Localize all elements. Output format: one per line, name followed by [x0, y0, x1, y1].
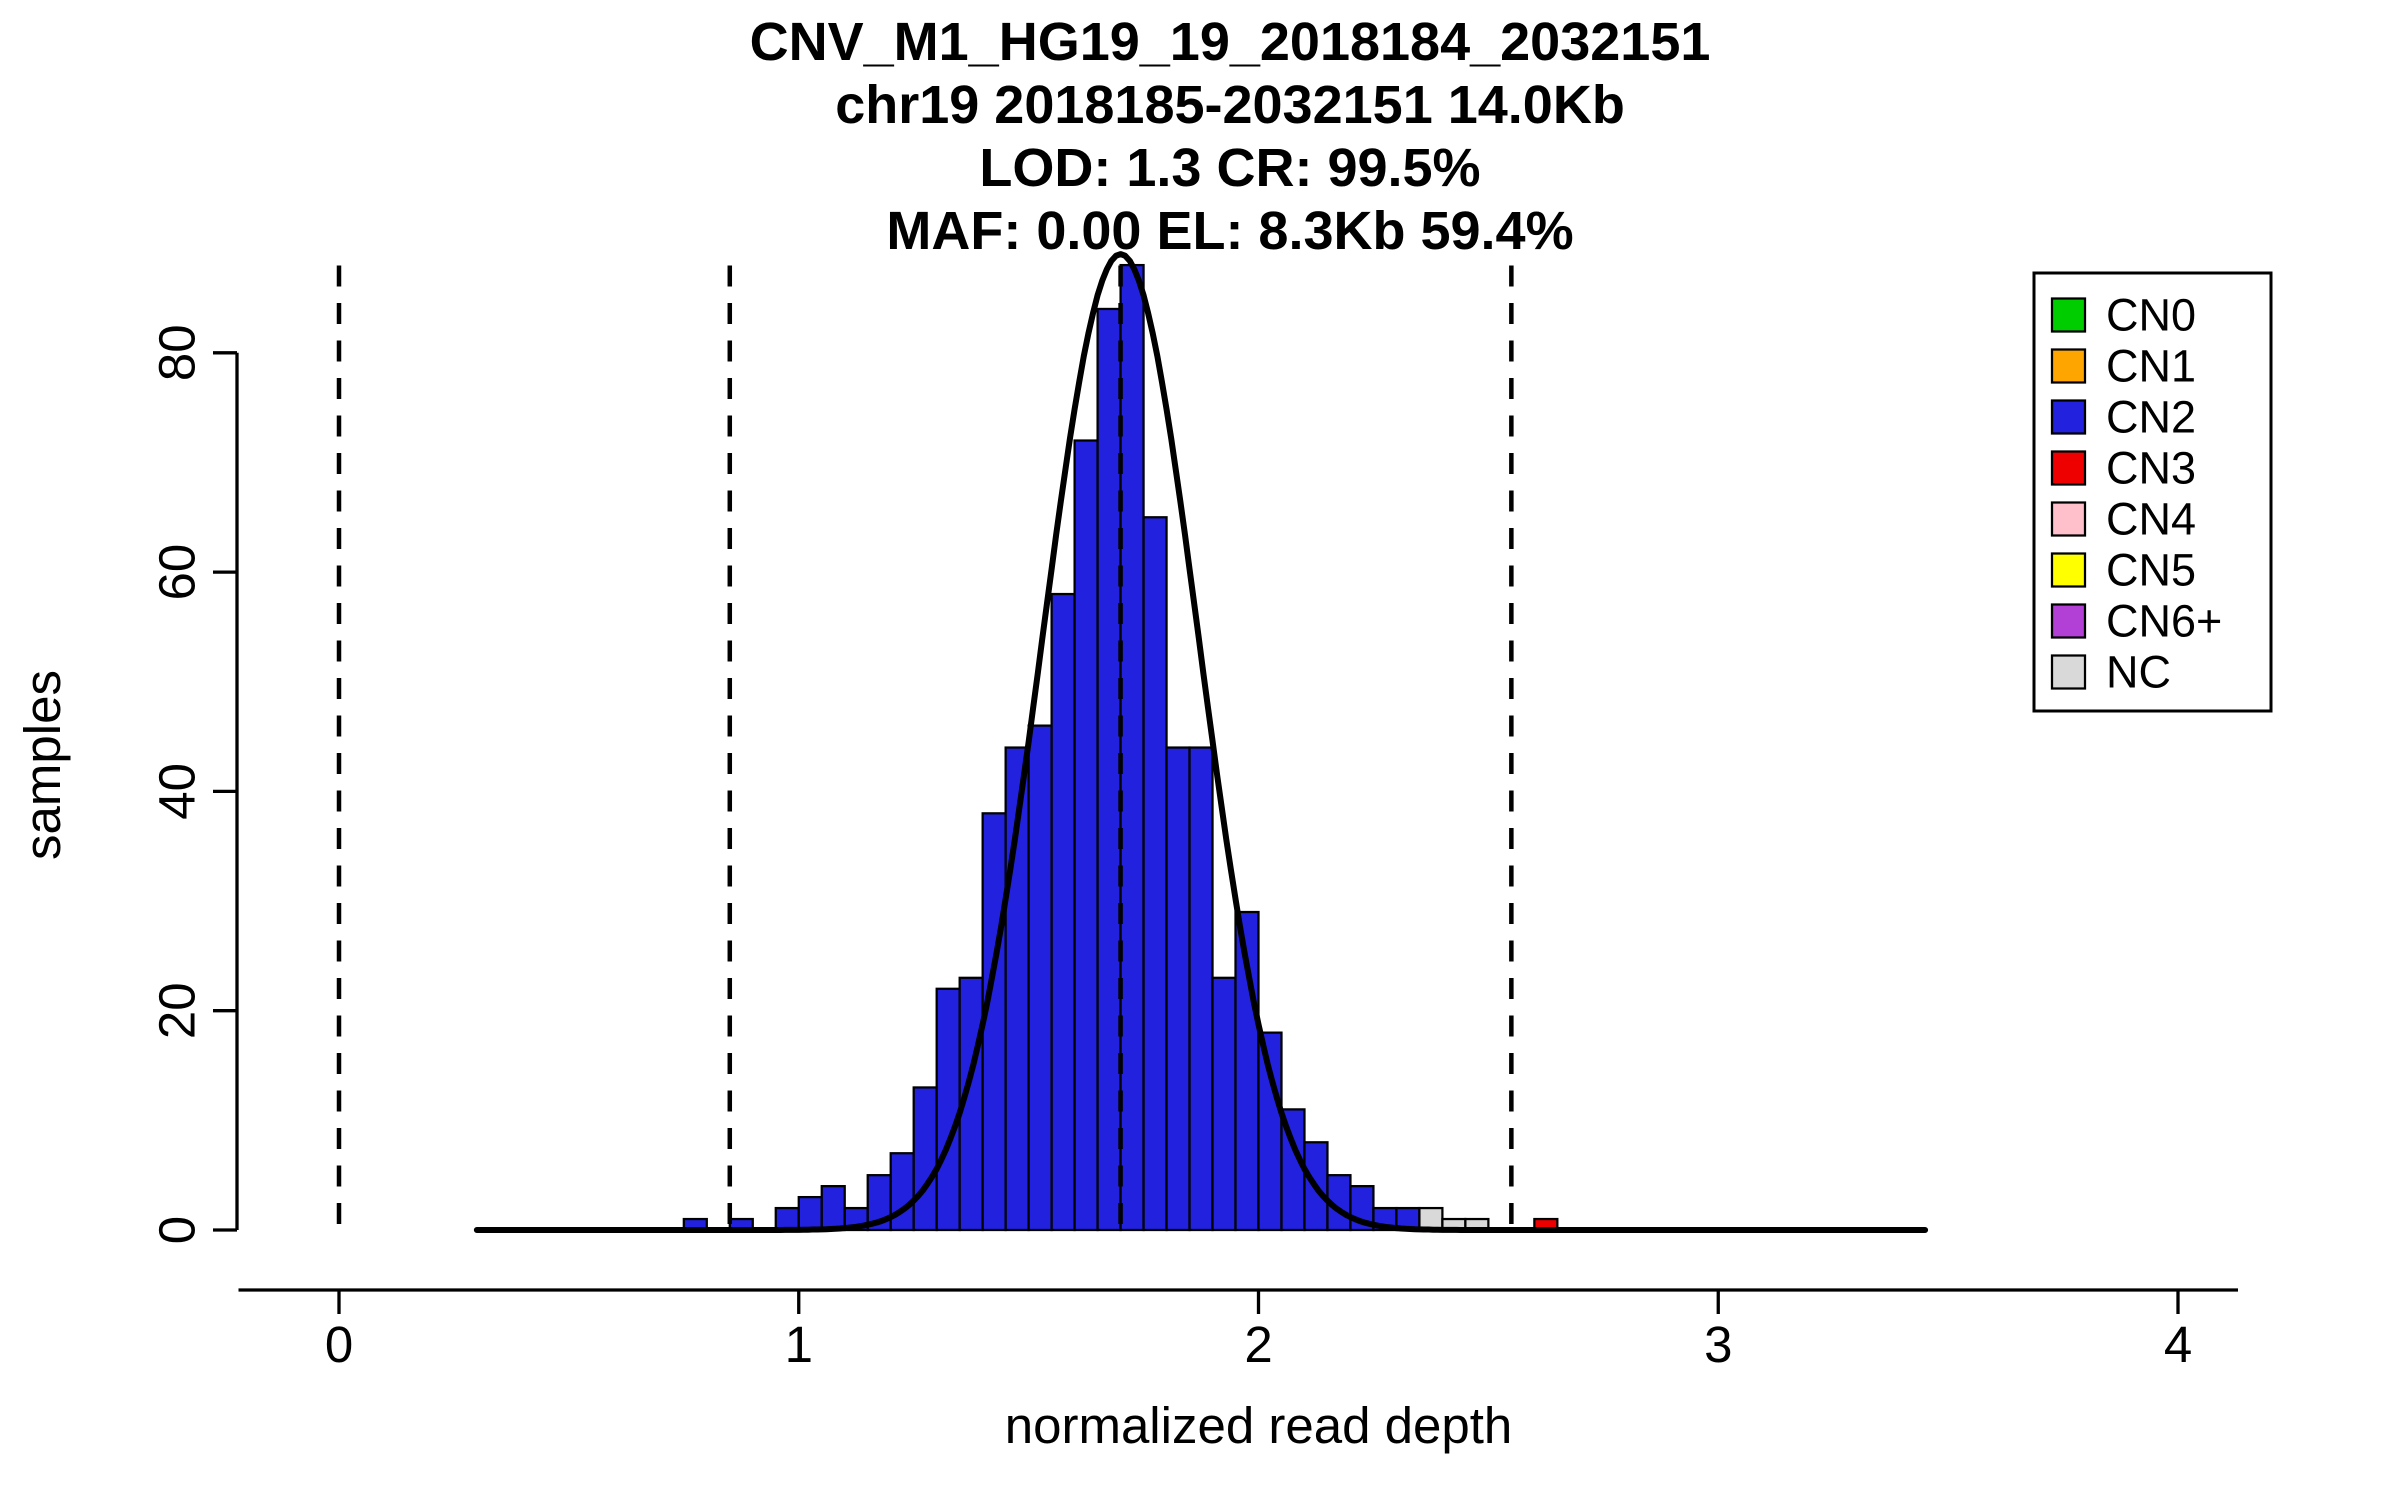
histogram-bar-cn2: [935, 987, 961, 1232]
legend-box: [2032, 271, 2273, 713]
histogram-bar-cn2: [1165, 746, 1191, 1232]
y-tick-label: 80: [149, 324, 206, 381]
legend-label-cn5: CN5: [2106, 545, 2196, 596]
y-tick-label: 60: [149, 544, 206, 601]
title-line-4: MAF: 0.00 EL: 8.3Kb 59.4%: [886, 201, 1573, 261]
y-tick-label: 0: [149, 1216, 206, 1244]
legend-label-cn6plus: CN6+: [2106, 596, 2222, 647]
x-axis-title: normalized read depth: [1005, 1397, 1513, 1454]
chart-title-block: CNV_M1_HG19_19_2018184_2032151 chr19 201…: [750, 12, 1711, 261]
x-tick-label: 3: [1704, 1316, 1732, 1373]
histogram-bar-cn2: [820, 1185, 846, 1232]
histogram-bar-cn2: [1073, 439, 1099, 1232]
histogram-bar-cn2: [1119, 263, 1145, 1232]
legend-label-cn4: CN4: [2106, 494, 2196, 545]
y-tick-label: 20: [149, 982, 206, 1039]
legend-swatch-nc: [2050, 654, 2087, 690]
axes: 0 20 40 60 80 0 1 2 3 4: [149, 324, 2238, 1373]
legend-swatch-cn1: [2050, 348, 2087, 384]
histogram-bar-cn2: [1188, 746, 1214, 1232]
x-tick-label: 0: [325, 1316, 353, 1373]
x-tick-label: 4: [2164, 1316, 2192, 1373]
title-line-3: LOD: 1.3 CR: 99.5%: [979, 138, 1480, 198]
histogram-bar-cn2: [1027, 724, 1053, 1232]
legend-swatch-cn5: [2050, 552, 2087, 588]
legend-swatch-cn2: [2050, 399, 2087, 435]
fit-curve-group: [473, 251, 1929, 1233]
legend-label-cn0: CN0: [2106, 290, 2196, 341]
histogram-bars: [682, 263, 1559, 1232]
legend-swatch-cn6plus: [2050, 603, 2087, 639]
histogram-bar-cn2: [1096, 307, 1122, 1232]
legend-swatch-cn4: [2050, 501, 2087, 537]
y-tick-label: 40: [149, 763, 206, 820]
y-axis-title: samples: [14, 670, 71, 860]
threshold-lines-group: [336, 265, 1514, 1230]
title-line-1: CNV_M1_HG19_19_2018184_2032151: [750, 12, 1711, 72]
histogram-bar-cn2: [797, 1195, 823, 1232]
title-line-2: chr19 2018185-2032151 14.0Kb: [835, 75, 1625, 135]
legend-label-nc: NC: [2106, 647, 2171, 698]
histogram-bar-cn2: [912, 1086, 938, 1232]
x-tick-label: 1: [785, 1316, 813, 1373]
histogram-bar-cn2: [1142, 516, 1168, 1232]
legend-swatch-cn3: [2050, 450, 2087, 486]
histogram-bar-cn2: [774, 1206, 800, 1232]
gaussian-fit-curve: [473, 251, 1929, 1233]
legend-label-cn2: CN2: [2106, 392, 2196, 443]
legend-label-cn3: CN3: [2106, 443, 2196, 494]
legend-label-cn1: CN1: [2106, 341, 2196, 392]
legend-swatch-cn0: [2050, 297, 2087, 333]
x-tick-label: 2: [1244, 1316, 1272, 1373]
histogram-bar-cn2: [1211, 976, 1237, 1232]
histogram-bar-cn2: [1050, 592, 1076, 1232]
